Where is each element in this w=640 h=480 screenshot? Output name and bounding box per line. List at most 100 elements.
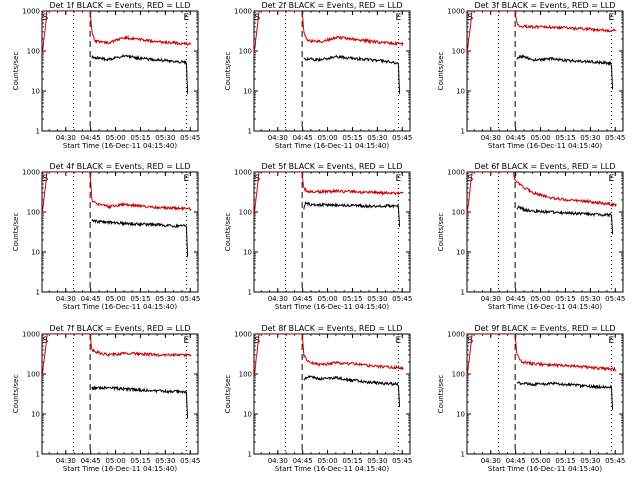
y-tick-label: 1 [461,128,465,136]
y-tick-label: 10 [31,411,40,419]
panel-det-6: Det 6f BLACK = Events, RED = LLD 1 10 100 10… [437,162,625,311]
panel-det-9: Det 9f BLACK = Events, RED = LLD 1 10 100 10… [437,324,625,473]
y-axis-label: Counts/sec [12,213,20,252]
x-tick-label: 04:30 [56,457,76,465]
panel-det-7: Det 7f BLACK = Events, RED = LLD 1 10 100 10… [12,324,200,473]
end-marker: E [609,13,615,23]
start-marker: S [254,13,260,23]
start-marker: S [42,336,48,346]
x-tick-label: 05:00 [530,134,550,142]
y-tick-label: 1000 [234,8,252,16]
y-axis-label: Counts/sec [437,213,445,252]
plot-frame [466,171,624,293]
x-tick-label: 05:45 [605,457,625,465]
y-tick-label: 100 [452,209,465,217]
panel-title: Det 6f BLACK = Events, RED = LLD [474,162,615,171]
events-series-line [516,205,614,235]
end-marker: E [609,336,615,346]
panel-det-3: Det 3f BLACK = Events, RED = LLD 1 10 100 10… [437,1,625,150]
end-marker: E [609,174,615,184]
y-tick-label: 1 [248,128,252,136]
plot-frame [41,10,199,132]
lld-series-line [467,172,617,217]
x-tick-label: 05:00 [530,457,550,465]
y-tick-label: 100 [27,371,40,379]
y-axis-label: Counts/sec [437,52,445,91]
y-tick-label: 1 [461,451,465,459]
panel-title: Det 4f BLACK = Events, RED = LLD [49,162,190,171]
x-tick-label: 04:45 [506,457,526,465]
events-series-line [91,53,189,94]
events-series-line [91,218,189,257]
x-tick-label: 05:30 [367,457,387,465]
y-tick-label: 1000 [234,331,252,339]
panel-det-4: Det 4f BLACK = Events, RED = LLD 1 10 100 10… [12,162,200,311]
x-axis-label: Start Time (16-Dec-11 04:15:40) [488,142,602,150]
y-axis-label: Counts/sec [224,52,232,91]
y-tick-label: 10 [243,249,252,257]
y-tick-label: 1000 [447,169,465,177]
x-tick-label: 05:30 [155,134,175,142]
panel-det-2: Det 2f BLACK = Events, RED = LLD 1 10 100 10… [224,1,412,150]
panel-title: Det 7f BLACK = Events, RED = LLD [49,324,190,333]
start-marker: S [467,174,473,184]
x-tick-label: 04:30 [56,134,76,142]
x-tick-label: 04:45 [293,134,313,142]
x-tick-label: 05:30 [367,134,387,142]
lld-series-line [254,334,404,379]
lld-series-line [467,334,617,379]
x-tick-label: 04:45 [506,134,526,142]
x-tick-label: 05:15 [342,457,362,465]
y-tick-label: 10 [243,88,252,96]
x-tick-label: 04:45 [81,134,101,142]
y-tick-label: 100 [239,371,252,379]
x-tick-label: 04:45 [293,295,313,303]
y-tick-label: 1000 [447,331,465,339]
panel-title: Det 8f BLACK = Events, RED = LLD [261,324,402,333]
y-tick-label: 10 [456,249,465,257]
start-marker: S [254,174,260,184]
y-tick-label: 1 [36,128,40,136]
y-axis-label: Counts/sec [12,52,20,91]
y-tick-label: 1000 [22,8,40,16]
lld-series-line [42,334,192,378]
y-tick-label: 100 [27,209,40,217]
x-tick-label: 05:45 [180,295,200,303]
x-tick-label: 05:30 [580,295,600,303]
y-tick-label: 1 [36,289,40,297]
events-series-line [303,201,401,227]
x-tick-label: 05:00 [105,134,125,142]
y-tick-label: 10 [456,88,465,96]
lld-series-line [42,172,192,216]
y-tick-label: 100 [452,48,465,56]
y-tick-label: 1 [461,289,465,297]
x-tick-label: 05:45 [392,457,412,465]
y-axis-label: Counts/sec [12,375,20,414]
y-tick-label: 1000 [22,169,40,177]
events-series-line [516,54,614,90]
x-tick-label: 04:30 [481,134,501,142]
x-tick-label: 05:15 [130,134,150,142]
lld-series-line [254,172,404,217]
x-tick-label: 05:45 [180,457,200,465]
panel-det-8: Det 8f BLACK = Events, RED = LLD 1 10 100 10… [224,324,412,473]
y-tick-label: 1 [36,451,40,459]
y-axis-label: Counts/sec [224,375,232,414]
y-axis-label: Counts/sec [224,213,232,252]
end-marker: E [184,336,190,346]
x-axis-label: Start Time (16-Dec-11 04:15:40) [63,465,177,473]
plot-frame [466,333,624,455]
x-tick-label: 05:00 [317,457,337,465]
start-marker: S [42,174,48,184]
x-tick-label: 05:15 [130,457,150,465]
events-series-line [303,374,401,408]
end-marker: E [396,336,402,346]
x-tick-label: 05:00 [530,295,550,303]
y-tick-label: 1 [248,289,252,297]
plot-frame [253,10,411,132]
panel-title: Det 5f BLACK = Events, RED = LLD [261,162,402,171]
x-axis-label: Start Time (16-Dec-11 04:15:40) [488,303,602,311]
y-tick-label: 10 [31,249,40,257]
x-tick-label: 05:45 [392,134,412,142]
